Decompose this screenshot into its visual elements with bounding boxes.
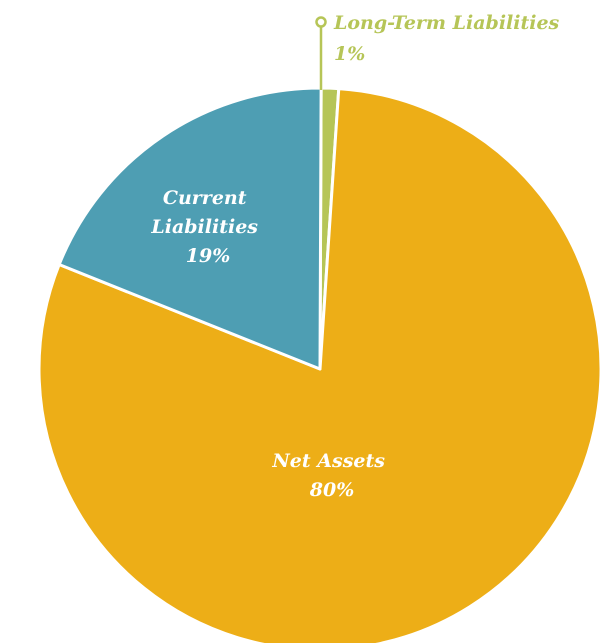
callout-long-term-liabilities: Long-Term Liabilities 1% <box>315 12 566 90</box>
slice-name-current-liabilities-line1: Current <box>163 187 247 209</box>
slice-label-current-liabilities: Current Liabilities 19% <box>150 187 264 267</box>
slice-value-current-liabilities: 19% <box>186 245 231 267</box>
slice-name-long-term-liabilities: Long-Term Liabilities <box>333 12 560 34</box>
callout-marker <box>315 16 327 28</box>
slice-value-net-assets: 80% <box>309 479 355 501</box>
pie-slices <box>37 86 603 643</box>
slice-label-long-term-liabilities: Long-Term Liabilities 1% <box>333 12 566 65</box>
slice-name-net-assets: Net Assets <box>271 450 385 472</box>
pie-slice-current-liabilities <box>57 86 323 371</box>
slice-value-long-term-liabilities: 1% <box>334 43 365 65</box>
pie-slice-net-assets <box>37 87 603 643</box>
slice-name-current-liabilities-line2: Liabilities <box>150 216 258 238</box>
slice-label-net-assets: Net Assets 80% <box>271 450 391 501</box>
